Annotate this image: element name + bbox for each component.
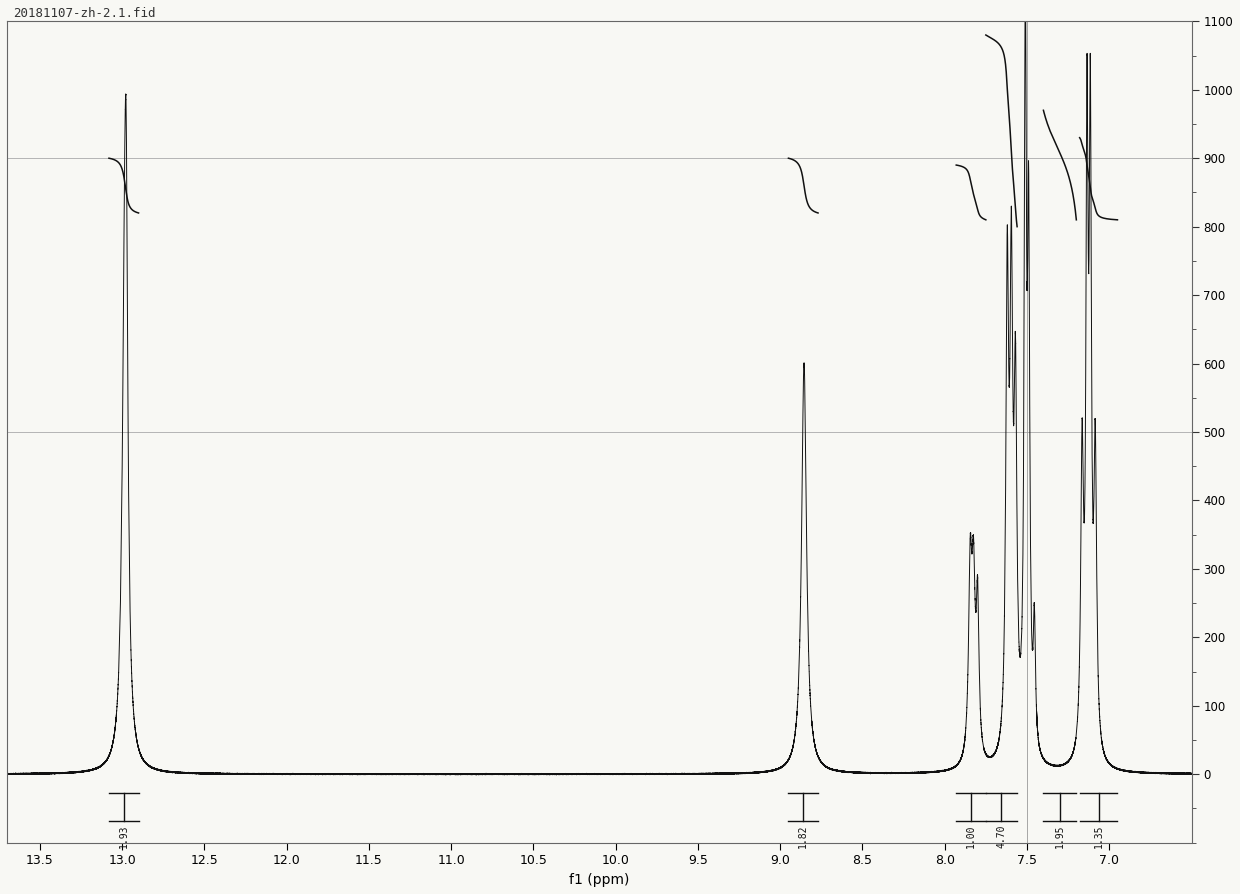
X-axis label: f1 (ppm): f1 (ppm): [569, 873, 630, 887]
Text: 4.70: 4.70: [997, 824, 1007, 848]
Text: 1.82: 1.82: [799, 824, 808, 848]
Text: 1.35: 1.35: [1094, 824, 1104, 848]
Text: 1.95: 1.95: [1055, 824, 1065, 848]
Text: 1.93: 1.93: [119, 824, 129, 848]
Text: 20181107-zh-2.1.fid: 20181107-zh-2.1.fid: [12, 6, 155, 20]
Text: 1.00: 1.00: [966, 824, 976, 848]
